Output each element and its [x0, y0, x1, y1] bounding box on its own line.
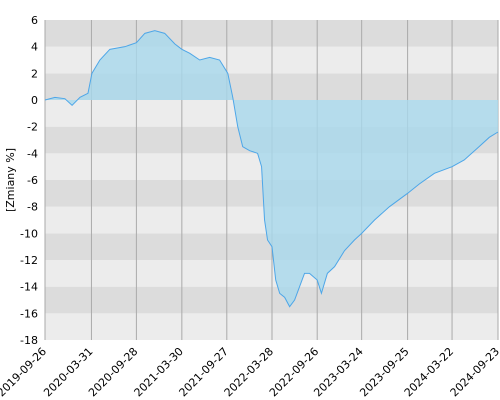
y-tick-label: 6: [31, 14, 38, 27]
y-tick-label: -8: [27, 201, 38, 214]
y-tick-label: -12: [20, 254, 38, 267]
y-tick-label: -18: [20, 334, 38, 347]
area: [45, 30, 498, 307]
y-axis-label: [Zmiany %]: [4, 148, 17, 212]
y-tick-label: 0: [31, 94, 38, 107]
y-tick-label: -16: [20, 307, 38, 320]
y-tick-label: -14: [20, 281, 38, 294]
y-tick-label: 2: [31, 67, 38, 80]
y-tick-label: -6: [27, 174, 38, 187]
x-tick-label: 2024-09-23: [448, 345, 500, 399]
y-tick-label: -2: [27, 121, 38, 134]
y-tick-label: -4: [27, 147, 38, 160]
y-tick-label: -10: [20, 227, 38, 240]
line: [44, 30, 499, 308]
y-tick-label: 4: [31, 41, 38, 54]
